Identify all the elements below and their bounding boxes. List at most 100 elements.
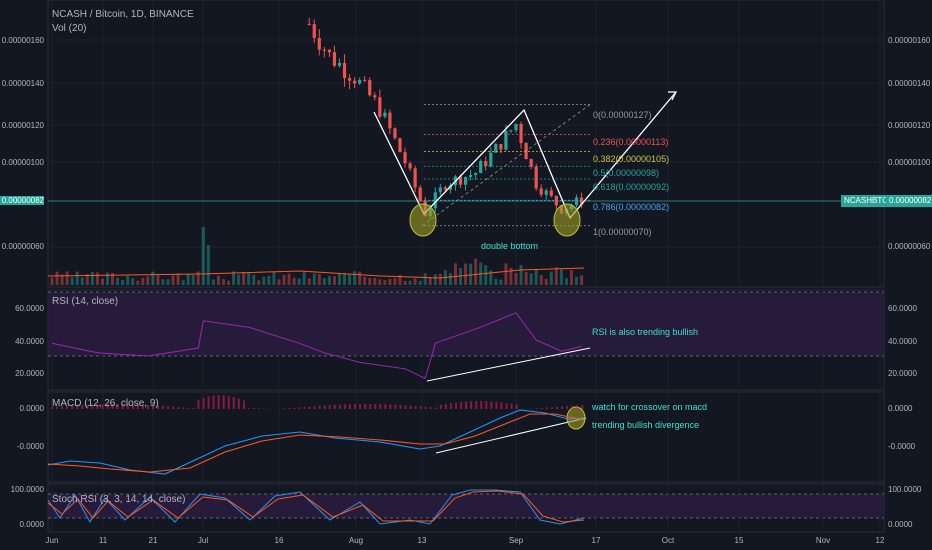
candle-body (418, 187, 422, 201)
macd-signal-line (47, 413, 585, 473)
volume-bar (378, 279, 382, 285)
rsi-note[interactable]: RSI is also trending bullish (592, 327, 699, 337)
volume-bar (459, 267, 463, 285)
volume-bar (534, 269, 538, 285)
candle-body (504, 130, 508, 150)
macd-title[interactable]: MACD (12, 26, close, 9) (52, 398, 159, 409)
volume-bar (292, 277, 296, 285)
candle-body (433, 192, 437, 209)
stoch-title[interactable]: Stoch RSI (3, 3, 14, 14, close) (52, 494, 186, 505)
macd-crossover-note[interactable]: watch for crossover on macd (592, 402, 708, 412)
bottom-marker-2 (553, 203, 581, 237)
volume-bar (227, 280, 231, 285)
volume-bar (85, 274, 89, 285)
volume-bar (363, 276, 367, 285)
volume-bar (262, 276, 266, 285)
volume-bar (504, 263, 508, 285)
volume-bar (216, 275, 220, 285)
candle-body (443, 187, 447, 190)
price-tick-left: 0.00000100 (1, 158, 44, 167)
x-tick: 13 (417, 536, 427, 545)
symbol-title[interactable]: NCASH / Bitcoin, 1D, BINANCE (52, 9, 194, 20)
volume-bar (282, 274, 286, 285)
candle-body (342, 62, 347, 79)
fib-label: 0.618(0.00000092) (593, 182, 670, 192)
x-tick: Sep (508, 536, 524, 545)
macd-tick-right: -0.0000 (888, 442, 916, 451)
candle-body (393, 128, 397, 139)
candle-body (494, 144, 498, 153)
pane-frame (47, 0, 885, 288)
candle-body (332, 52, 337, 66)
candle-body (317, 37, 321, 50)
stoch-band (48, 494, 884, 518)
volume-bar (529, 273, 533, 285)
candle-body (307, 23, 311, 25)
candle-body (312, 24, 316, 38)
fib-label: 0.236(0.00000113) (593, 137, 669, 147)
candle-body (413, 168, 417, 188)
volume-bar (181, 280, 185, 285)
candle-body (438, 187, 442, 193)
volume-bar (484, 265, 488, 285)
candle-body (529, 159, 533, 167)
volume-bar (252, 274, 256, 285)
volume-bar (111, 272, 115, 285)
rsi-title[interactable]: RSI (14, close) (52, 296, 119, 307)
volume-bar (554, 267, 558, 285)
macd-divergence-note[interactable]: trending bullish divergence (592, 420, 700, 430)
volume-bar (70, 277, 74, 285)
candle-body (363, 79, 367, 81)
volume-bar (464, 263, 468, 285)
volume-bar (186, 274, 190, 285)
macd-trendline (435, 417, 587, 454)
volume-bar (559, 269, 563, 285)
volume-bar (287, 273, 291, 285)
candle-body (499, 144, 503, 150)
volume-bar (368, 277, 372, 285)
volume-bar (438, 273, 442, 285)
volume-bar (569, 270, 573, 285)
volume-bar (171, 275, 175, 285)
price-tick-left: 0.00000060 (1, 242, 44, 251)
volume-bar (141, 277, 145, 285)
candle-body (368, 80, 372, 96)
candle-body (373, 95, 377, 98)
stoch-d-line (47, 490, 585, 523)
rsi-band (48, 292, 884, 356)
volume-title[interactable]: Vol (20) (52, 23, 87, 34)
volume-bar (65, 271, 69, 285)
candle-body (448, 185, 453, 190)
macd-lines (47, 395, 585, 475)
volume-bar (564, 278, 568, 285)
volume-bar (50, 277, 54, 285)
volume-bar (121, 279, 125, 285)
current-price-left: 0.00000082 (0, 196, 44, 205)
double-bottom-note[interactable]: double bottom (481, 241, 539, 251)
volume-bar (499, 279, 503, 285)
volume-bar (469, 263, 473, 285)
price-tick-left: 0.00000140 (1, 79, 44, 88)
candle-body (509, 130, 513, 132)
volume-bar (196, 271, 200, 285)
volume-bar (474, 258, 478, 285)
volume-bar (358, 271, 362, 285)
fib-diagonal (421, 104, 591, 227)
x-tick: 17 (591, 536, 601, 545)
current-price-right: 0.00000082 (886, 195, 932, 207)
rsi-trendline (426, 347, 591, 382)
volume-bar (237, 274, 241, 285)
volume-bar (307, 278, 311, 285)
rsi-line (51, 312, 582, 380)
volume-bar (146, 276, 150, 285)
volume-bar (105, 272, 109, 285)
candle-body (519, 123, 523, 144)
pane-backgrounds (47, 0, 885, 533)
x-tick: Nov (815, 536, 831, 545)
rsi-tick-left: 40.0000 (15, 337, 44, 346)
price-tick-right: 0.00000120 (888, 121, 931, 130)
candle-body (408, 163, 412, 169)
candle-body (463, 176, 468, 185)
volume-bar (509, 267, 513, 285)
volume-bar (398, 274, 402, 285)
